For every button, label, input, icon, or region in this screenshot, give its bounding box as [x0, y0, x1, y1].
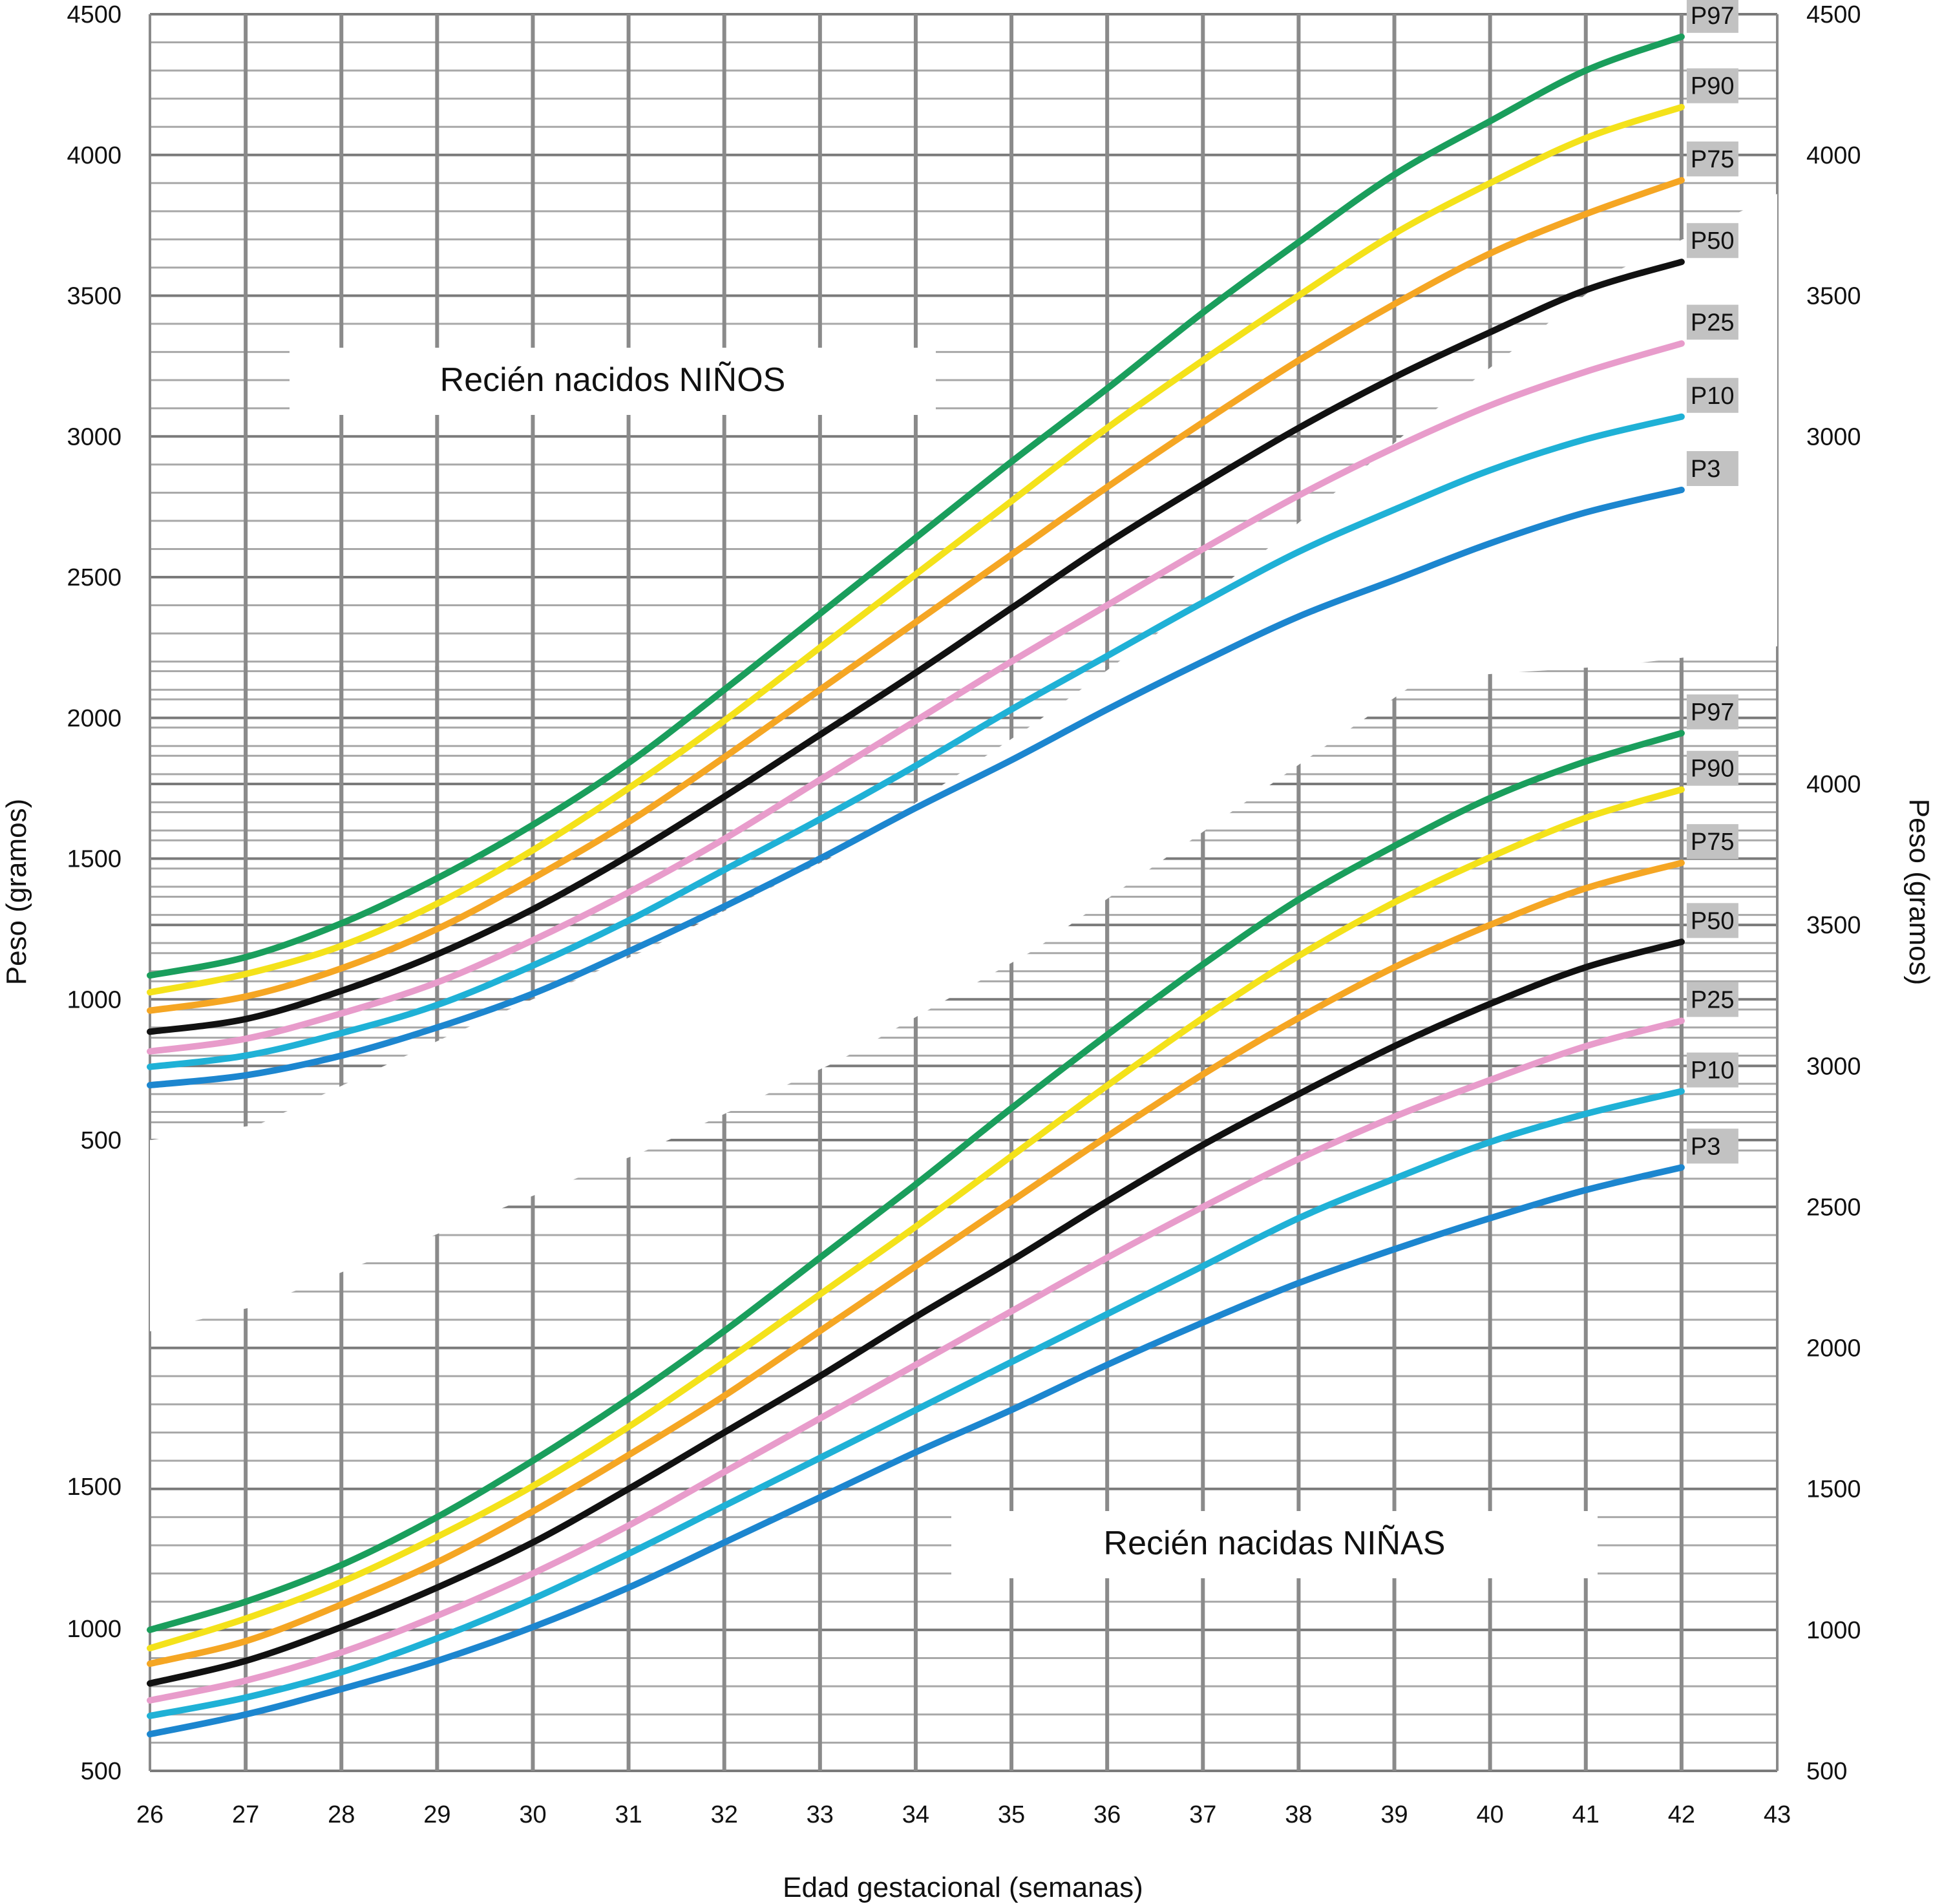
- y-tick-label-left: 4500: [67, 1, 121, 28]
- x-tick-label: 42: [1668, 1801, 1695, 1828]
- series-label-bg-p50: [1686, 903, 1738, 938]
- y-tick-label-right: 1500: [1806, 1476, 1861, 1503]
- series-line-p10: [147, 1088, 1685, 1719]
- percentile-lines: [147, 33, 1685, 1738]
- series-label-p97: P97: [1691, 3, 1735, 30]
- series-label-bg-p10: [1686, 377, 1738, 413]
- series-label-bg-p25: [1686, 982, 1738, 1017]
- y-tick-label-left: 2000: [67, 705, 121, 732]
- series-line-p97: [147, 33, 1685, 979]
- percentile-labels: P97 P90 P75 P50 P25 P10 P3 P97 P90 P75 P50 P25 P10 P3: [1686, 0, 1738, 1164]
- series-label-bg-p97: [1686, 0, 1738, 33]
- y-tick-label-right: 2000: [1806, 1335, 1861, 1362]
- x-tick-label: 28: [328, 1801, 355, 1828]
- series-label-p90: P90: [1691, 756, 1735, 783]
- series-line-p75: [147, 176, 1685, 1014]
- title-box-boys: [290, 348, 936, 415]
- y-tick-label-right: 3000: [1806, 423, 1861, 450]
- series-line-p90: [147, 103, 1685, 996]
- y-tick-label-right: 4000: [1806, 142, 1861, 169]
- y-tick-label-right: 3500: [1806, 912, 1861, 939]
- series-label-p25: P25: [1691, 986, 1735, 1013]
- panel-title-boys: Recién nacidos NIÑOS: [440, 361, 786, 399]
- series-line-p97: [147, 730, 1685, 1633]
- series-line-p3: [147, 486, 1685, 1089]
- panel-gap: [150, 194, 1777, 1331]
- x-tick-label: 39: [1380, 1801, 1408, 1828]
- series-label-p75: P75: [1691, 829, 1735, 856]
- series-line-p90: [147, 786, 1685, 1652]
- series-label-bg-p97: [1686, 694, 1738, 730]
- x-tick-label: 32: [711, 1801, 738, 1828]
- y-tick-label-right: 3000: [1806, 1053, 1861, 1080]
- series-label-p90: P90: [1691, 73, 1735, 100]
- x-tick-label: 29: [423, 1801, 450, 1828]
- series-label-bg-p75: [1686, 824, 1738, 860]
- series-label-bg-p3: [1686, 1128, 1738, 1164]
- x-tick-label: 43: [1764, 1801, 1791, 1828]
- x-tick-label: 36: [1093, 1801, 1121, 1828]
- y-tick-label-left: 4000: [67, 142, 121, 169]
- series-label-p75: P75: [1691, 146, 1735, 173]
- series-label-p10: P10: [1691, 383, 1735, 410]
- series-label-bg-p75: [1686, 141, 1738, 176]
- x-tick-label: 33: [807, 1801, 834, 1828]
- series-label-p50: P50: [1691, 907, 1735, 935]
- y-tick-label-right: 2500: [1806, 1194, 1861, 1221]
- series-label-p3: P3: [1691, 456, 1720, 483]
- series-line-p75: [147, 860, 1685, 1667]
- series-line-p25: [147, 1017, 1685, 1704]
- y-tick-label-right: 4500: [1806, 1, 1861, 28]
- series-line-p25: [147, 340, 1685, 1055]
- series-label-p50: P50: [1691, 227, 1735, 255]
- series-label-bg-p90: [1686, 68, 1738, 103]
- series-label-bg-p50: [1686, 223, 1738, 259]
- x-tick-label: 26: [136, 1801, 164, 1828]
- series-label-bg-p90: [1686, 750, 1738, 786]
- x-tick-label: 31: [615, 1801, 642, 1828]
- x-tick-label: 35: [998, 1801, 1025, 1828]
- y-tick-label-right: 500: [1806, 1758, 1847, 1785]
- y-tick-label-left: 500: [81, 1127, 121, 1154]
- x-tick-label: 41: [1572, 1801, 1600, 1828]
- series-label-p3: P3: [1691, 1133, 1720, 1160]
- y-tick-label-left: 1500: [67, 1474, 121, 1501]
- y-axis-title-right: Peso (gramos): [1903, 799, 1933, 986]
- chart-titles: Edad gestacional (semanas) Peso (gramos) P…: [1, 348, 1933, 1903]
- y-tick-label-left: 1000: [67, 1616, 121, 1643]
- series-label-bg-p25: [1686, 304, 1738, 340]
- y-tick-label-left: 500: [81, 1758, 121, 1785]
- series-label-p10: P10: [1691, 1057, 1735, 1084]
- y-tick-label-left: 3000: [67, 423, 121, 450]
- y-tick-label-right: 3500: [1806, 283, 1861, 310]
- y-axis-title-left: Peso (gramos): [1, 799, 32, 986]
- panel-title-girls: Recién nacidas NIÑAS: [1104, 1525, 1446, 1562]
- series-label-p97: P97: [1691, 699, 1735, 726]
- x-tick-label: 40: [1477, 1801, 1504, 1828]
- series-line-p50: [147, 938, 1685, 1687]
- series-label-p25: P25: [1691, 310, 1735, 337]
- y-tick-label-left: 1500: [67, 846, 121, 873]
- series-line-p3: [147, 1164, 1685, 1738]
- x-tick-label: 30: [519, 1801, 546, 1828]
- x-tick-label: 27: [232, 1801, 259, 1828]
- y-tick-label-left: 1000: [67, 986, 121, 1013]
- series-label-bg-p10: [1686, 1052, 1738, 1088]
- axis-ticks: 26 27 28 29 30 31 32 33 34 35 36 37 38 39 40 41 42 43 500 1…: [67, 1, 1861, 1828]
- y-tick-label-left: 3500: [67, 283, 121, 310]
- panel-separator: [150, 194, 1777, 1331]
- y-tick-label-right: 4000: [1806, 771, 1861, 798]
- y-tick-label-right: 1000: [1806, 1617, 1861, 1644]
- series-label-bg-p3: [1686, 450, 1738, 486]
- x-tick-label: 37: [1189, 1801, 1216, 1828]
- title-box-girls: [951, 1511, 1598, 1578]
- y-tick-label-left: 2500: [67, 564, 121, 591]
- x-axis-title: Edad gestacional (semanas): [783, 1872, 1143, 1903]
- series-line-p10: [147, 413, 1685, 1070]
- x-tick-label: 38: [1285, 1801, 1312, 1828]
- x-tick-label: 34: [902, 1801, 929, 1828]
- series-line-p50: [147, 259, 1685, 1035]
